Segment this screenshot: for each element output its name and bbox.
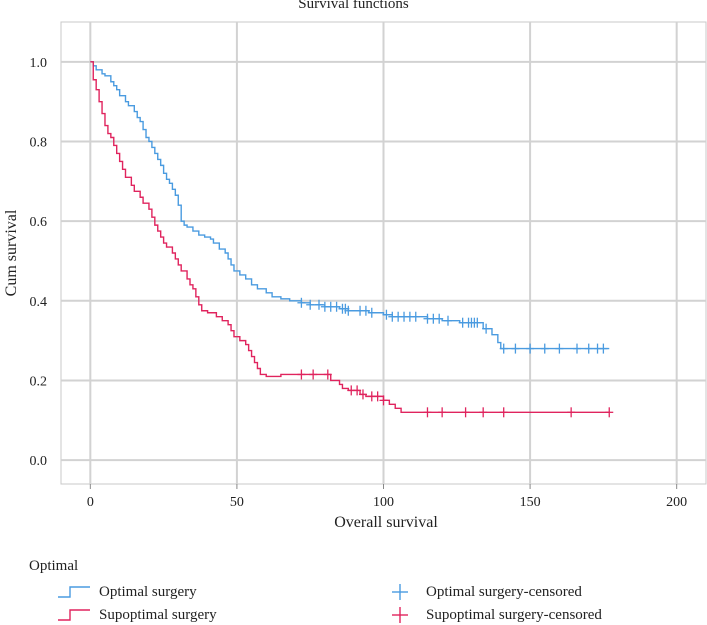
optimal-censor-marker — [573, 343, 581, 354]
supoptimal-censor-marker — [373, 391, 382, 402]
optimal-censor-marker — [482, 323, 491, 334]
optimal-censor-marker — [511, 343, 520, 354]
legend-label-optimal-censored: Optimal surgery-censored — [426, 583, 582, 600]
supoptimal-censor-marker — [379, 395, 388, 406]
supoptimal-censor-marker — [323, 369, 332, 380]
optimal-censor-marker — [435, 313, 444, 324]
supoptimal-surgery-curve — [90, 61, 610, 414]
optimal-censor-marker — [361, 305, 370, 316]
y-tick-label: 0.6 — [30, 215, 48, 230]
supoptimal-censor-marker — [358, 389, 367, 400]
chart-title: Survival functions — [298, 0, 409, 12]
supoptimal-censor-marker — [438, 407, 447, 418]
optimal-surgery-curve — [90, 61, 610, 350]
optimal-censor-marker — [411, 311, 420, 322]
supoptimal-censor-marker — [567, 407, 576, 418]
x-tick-label: 50 — [230, 495, 244, 510]
supoptimal-censor-marker — [309, 369, 318, 380]
optimal-censor-marker — [344, 305, 353, 316]
x-tick-label: 150 — [520, 495, 541, 510]
optimal-censor-marker — [599, 343, 608, 354]
optimal-censor-marker — [444, 315, 452, 326]
y-axis-label: Cum survival — [3, 209, 20, 297]
legend-item-optimal-censored: Optimal surgery-censored — [384, 583, 582, 601]
optimal-censor-marker — [332, 301, 341, 312]
optimal-censor-marker — [382, 309, 391, 320]
plus-marker-icon — [392, 584, 408, 600]
x-tick-label: 200 — [666, 495, 687, 510]
optimal-censor-marker — [315, 299, 323, 310]
step-line-icon — [58, 586, 90, 598]
optimal-censor-marker — [473, 317, 482, 328]
legend-label-supoptimal: Supoptimal surgery — [99, 606, 217, 623]
step-line-icon — [58, 609, 90, 621]
x-axis-label: Overall survival — [334, 514, 438, 531]
grid-lines — [61, 22, 706, 484]
legend-item-optimal: Optimal surgery — [57, 583, 197, 601]
y-tick-label: 1.0 — [30, 56, 48, 71]
optimal-censor-marker — [297, 297, 306, 308]
supoptimal-censor-marker — [423, 407, 432, 418]
optimal-censor-marker — [499, 343, 508, 354]
survival-curves — [90, 61, 614, 418]
y-tick-label: 0.8 — [30, 135, 48, 150]
y-tick-label: 0.0 — [30, 454, 48, 469]
y-tick-label: 0.4 — [30, 295, 48, 310]
y-tick-label: 0.2 — [30, 374, 48, 389]
legend-item-supoptimal-censored: Supoptimal surgery-censored — [384, 606, 602, 624]
plus-marker-icon — [392, 607, 408, 623]
supoptimal-censor-marker — [353, 385, 362, 396]
legend-title: Optimal — [29, 558, 79, 574]
supoptimal-censor-marker — [499, 407, 508, 418]
optimal-censor-marker — [584, 343, 593, 354]
supoptimal-censor-marker — [297, 369, 306, 380]
supoptimal-censor-marker — [605, 407, 614, 418]
supoptimal-censor-marker — [461, 407, 470, 418]
supoptimal-censor-marker — [479, 407, 488, 418]
x-tick-label: 0 — [87, 495, 94, 510]
optimal-censor-marker — [555, 343, 564, 354]
axis-ticks: 0.0 0.2 0.4 0.6 0.8 1.0 0 50 100 150 200 — [30, 56, 688, 510]
legend-label-optimal: Optimal surgery — [99, 583, 197, 600]
optimal-censor-marker — [540, 343, 549, 354]
optimal-censor-marker — [367, 307, 376, 318]
x-tick-label: 100 — [373, 495, 394, 510]
legend-label-supoptimal-censored: Supoptimal surgery-censored — [426, 606, 602, 623]
legend-item-supoptimal: Supoptimal surgery — [57, 606, 217, 624]
optimal-censor-marker — [306, 299, 315, 310]
optimal-censor-marker — [526, 343, 535, 354]
